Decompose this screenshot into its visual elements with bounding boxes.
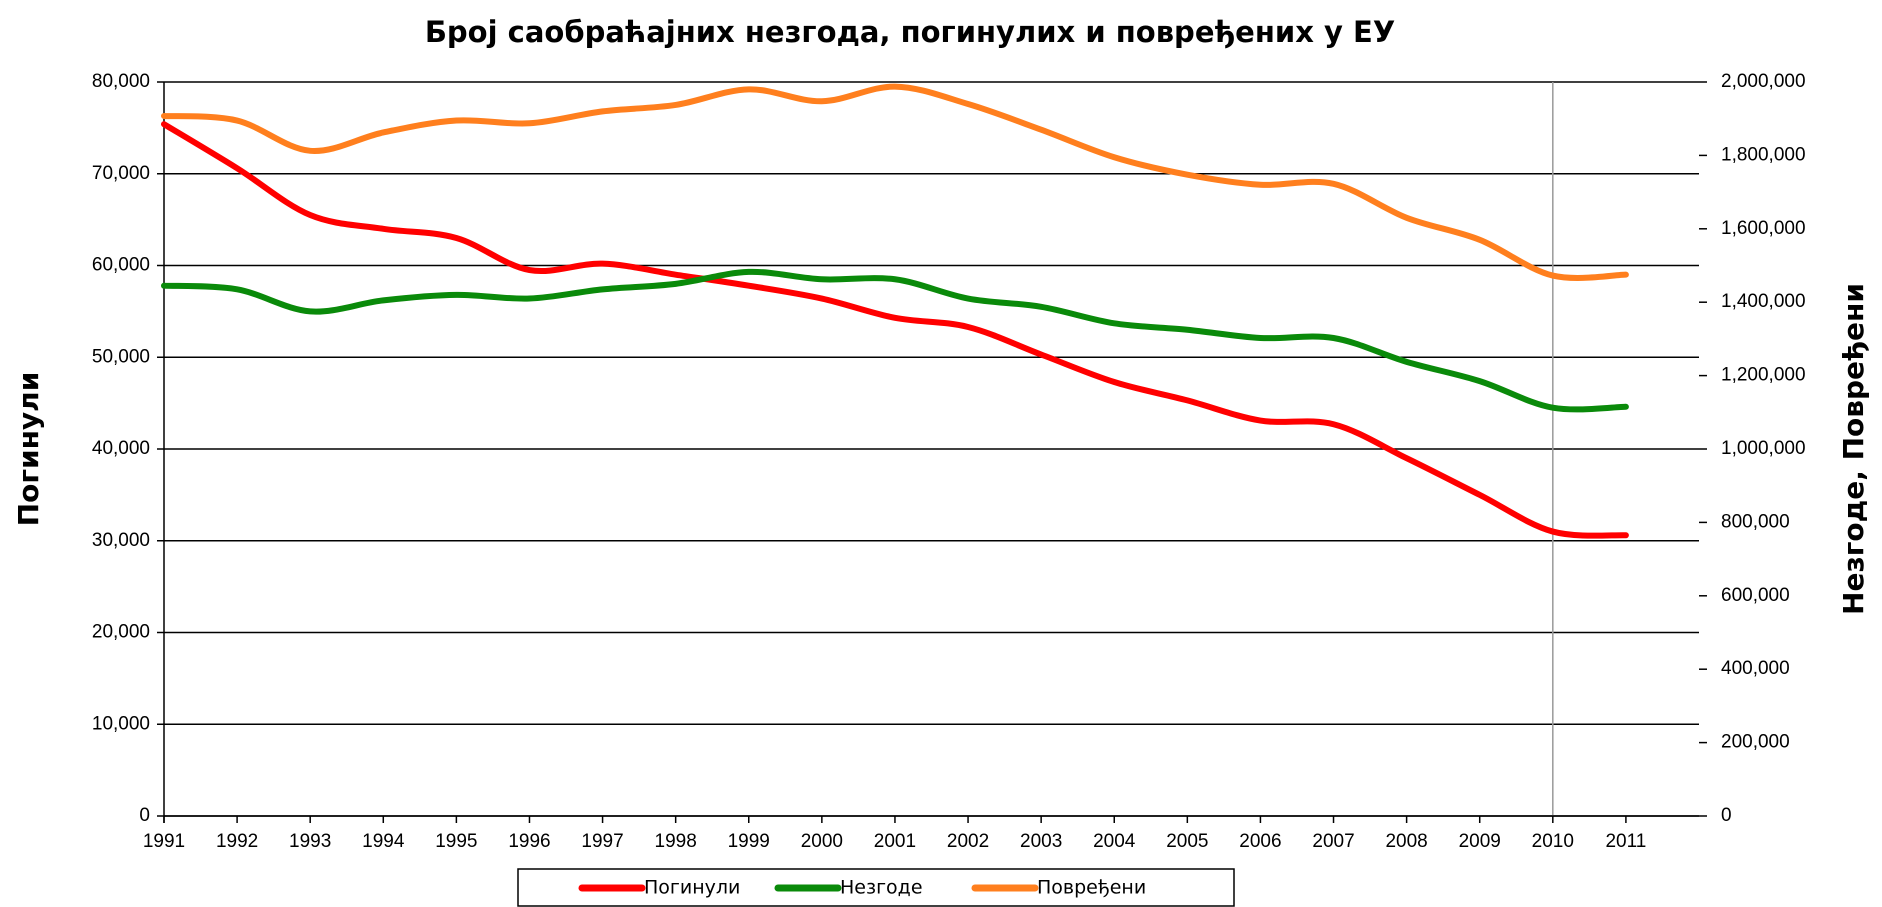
y2-tick-label: 1,200,000	[1721, 365, 1806, 386]
y2-tick-label: 1,000,000	[1721, 438, 1806, 459]
y2-tick-label: 200,000	[1721, 732, 1790, 753]
legend-label: Повређени	[1037, 877, 1146, 899]
y-tick-label: 40,000	[92, 438, 150, 459]
x-tick-label: 2007	[1312, 831, 1354, 852]
legend-label: Незгоде	[840, 877, 923, 899]
y-tick-label: 10,000	[92, 713, 150, 734]
x-tick-label: 1998	[655, 831, 697, 852]
y-axis-label: Погинули	[12, 372, 45, 527]
y-tick-label: 50,000	[92, 346, 150, 367]
data-line	[161, 121, 1629, 539]
x-tick-label: 2000	[801, 831, 843, 852]
x-tick-label: 2004	[1093, 831, 1136, 852]
y-tick-label: 20,000	[92, 622, 150, 643]
x-tick-label: 1997	[581, 831, 623, 852]
x-tick-label: 2010	[1532, 831, 1574, 852]
y-tick-label: 60,000	[92, 255, 150, 276]
y-tick-label: 80,000	[92, 71, 150, 92]
y2-tick-label: 0	[1721, 805, 1732, 826]
chart-title: Број саобраћајних незгода, погинулих и п…	[425, 15, 1395, 49]
y2-tick-label: 1,600,000	[1721, 218, 1806, 239]
x-tick-label: 1993	[289, 831, 331, 852]
x-tick-label: 1995	[435, 831, 477, 852]
x-tick-label: 2002	[947, 831, 989, 852]
x-tick-label: 1996	[508, 831, 550, 852]
x-tick-label: 2001	[874, 831, 916, 852]
y-tick-label: 70,000	[92, 163, 150, 184]
y2-tick-label: 800,000	[1721, 511, 1790, 532]
y-tick-label: 30,000	[92, 530, 150, 551]
x-tick-label: 1994	[362, 831, 405, 852]
x-tick-label: 2008	[1385, 831, 1427, 852]
x-tick-label: 1992	[216, 831, 258, 852]
legend-label: Погинули	[644, 877, 740, 899]
y2-tick-label: 600,000	[1721, 585, 1790, 606]
data-line	[161, 268, 1629, 413]
x-tick-label: 2003	[1020, 831, 1062, 852]
y-tick-label: 0	[139, 805, 150, 826]
y2-tick-label: 400,000	[1721, 658, 1790, 679]
x-tick-label: 2006	[1239, 831, 1281, 852]
y2-tick-label: 2,000,000	[1721, 71, 1806, 92]
x-tick-label: 1999	[728, 831, 770, 852]
y2-tick-label: 1,800,000	[1721, 144, 1806, 165]
x-tick-label: 2005	[1166, 831, 1208, 852]
data-line	[161, 83, 1629, 281]
x-tick-label: 2011	[1605, 831, 1646, 852]
x-tick-label: 2009	[1459, 831, 1501, 852]
y2-axis-label: Незгоде, Повређени	[1837, 283, 1870, 615]
y2-tick-label: 1,400,000	[1721, 291, 1806, 312]
x-tick-label: 1991	[143, 831, 185, 852]
